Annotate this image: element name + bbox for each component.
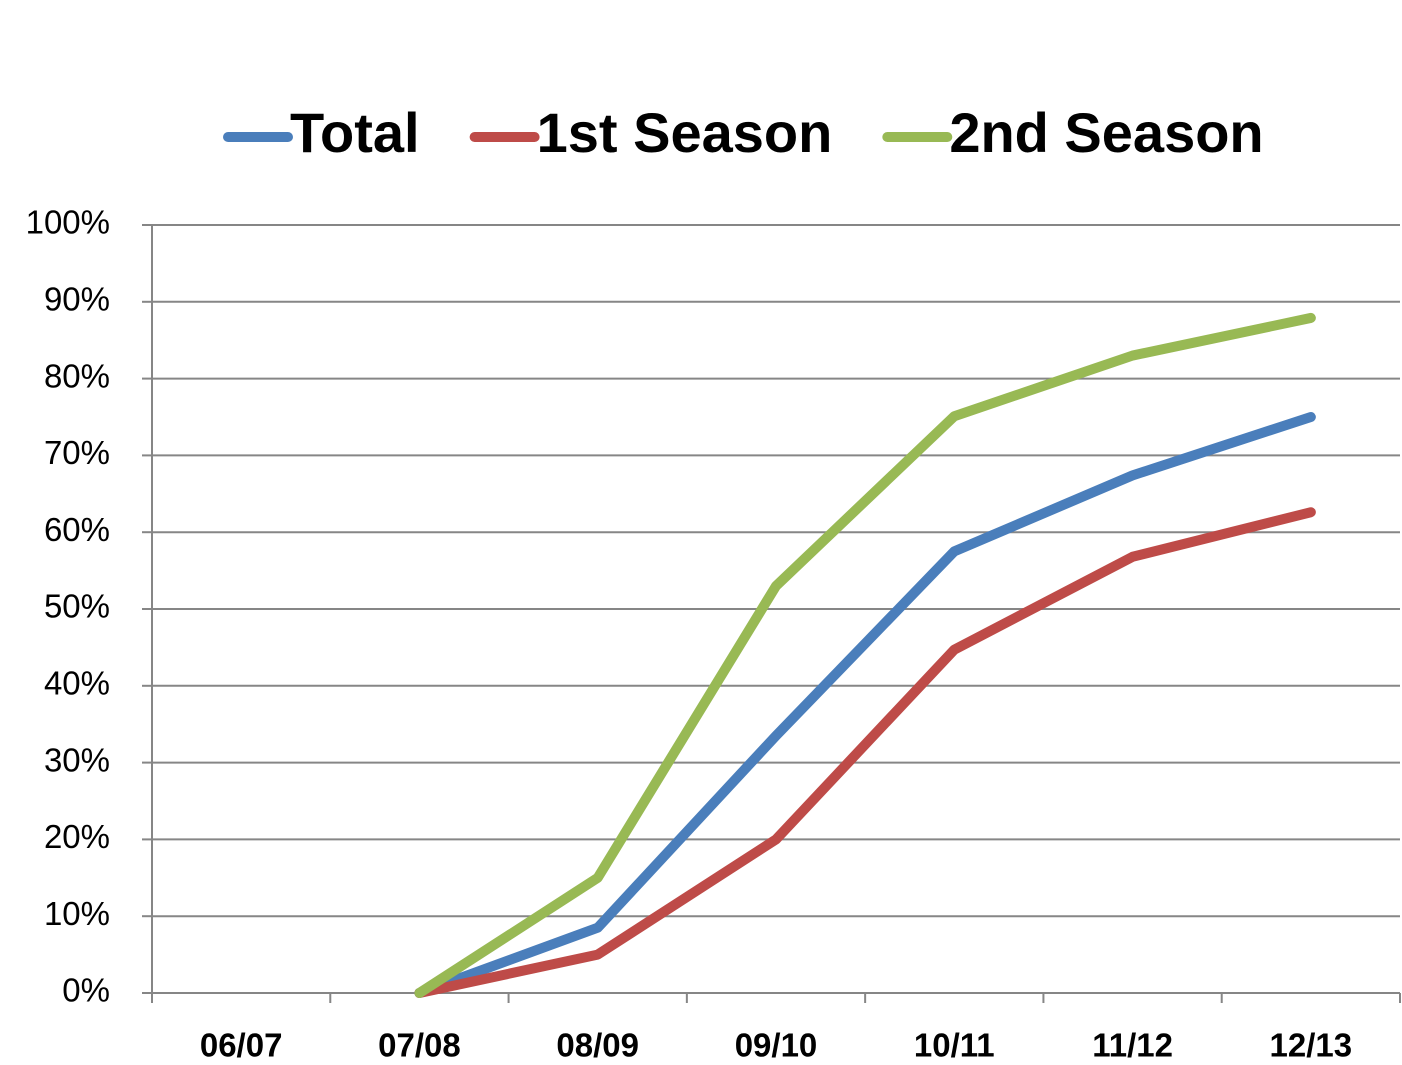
y-tick-label: 30% <box>44 741 110 778</box>
y-tick-label: 50% <box>44 588 110 625</box>
x-tick-label: 11/12 <box>1092 1027 1173 1064</box>
y-tick-label: 70% <box>44 434 110 471</box>
x-tick-label: 12/13 <box>1270 1027 1353 1064</box>
y-tick-label: 0% <box>62 972 110 1009</box>
x-tick-label: 10/11 <box>914 1027 995 1064</box>
legend-label: Total <box>290 101 420 164</box>
y-tick-label: 20% <box>44 818 110 855</box>
y-tick-label: 100% <box>26 204 110 241</box>
series-line <box>414 507 1316 998</box>
x-tick-label: 07/08 <box>378 1027 461 1064</box>
series-line <box>414 312 1316 998</box>
y-tick-label: 90% <box>44 281 110 318</box>
x-tick-label: 06/07 <box>200 1027 283 1064</box>
legend-label: 2nd Season <box>949 101 1263 164</box>
y-tick-label: 60% <box>44 511 110 548</box>
legend-label: 1st Season <box>537 101 833 164</box>
y-tick-label: 80% <box>44 357 110 394</box>
series-line <box>414 412 1316 998</box>
y-tick-label: 40% <box>44 665 110 702</box>
y-tick-label: 10% <box>44 895 110 932</box>
x-tick-label: 09/10 <box>735 1027 818 1064</box>
x-tick-label: 08/09 <box>556 1027 639 1064</box>
